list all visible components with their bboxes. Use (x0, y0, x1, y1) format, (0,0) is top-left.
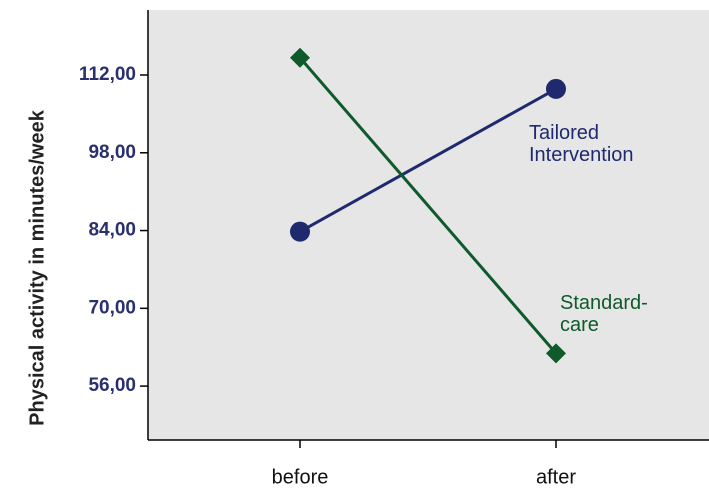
y-axis-label: Physical activity in minutes/week (26, 109, 48, 426)
y-tick-label: 84,00 (88, 220, 136, 241)
y-tick-label: 98,00 (88, 142, 136, 163)
chart: Physical activity in minutes/week 56,00 7… (0, 0, 709, 494)
y-tick-label: 112,00 (79, 64, 136, 85)
point (546, 79, 566, 99)
point (290, 222, 310, 242)
series-label: Tailored Intervention (529, 122, 679, 166)
plot-area (148, 10, 709, 440)
y-tick-label: 70,00 (88, 297, 136, 318)
page: Physical activity in minutes/week 56,00 7… (0, 0, 709, 494)
x-tick-label: after (536, 466, 576, 488)
y-tick-label: 56,00 (88, 375, 136, 396)
series-label: Standard-care (560, 292, 660, 336)
x-tick-label: before (272, 466, 329, 488)
